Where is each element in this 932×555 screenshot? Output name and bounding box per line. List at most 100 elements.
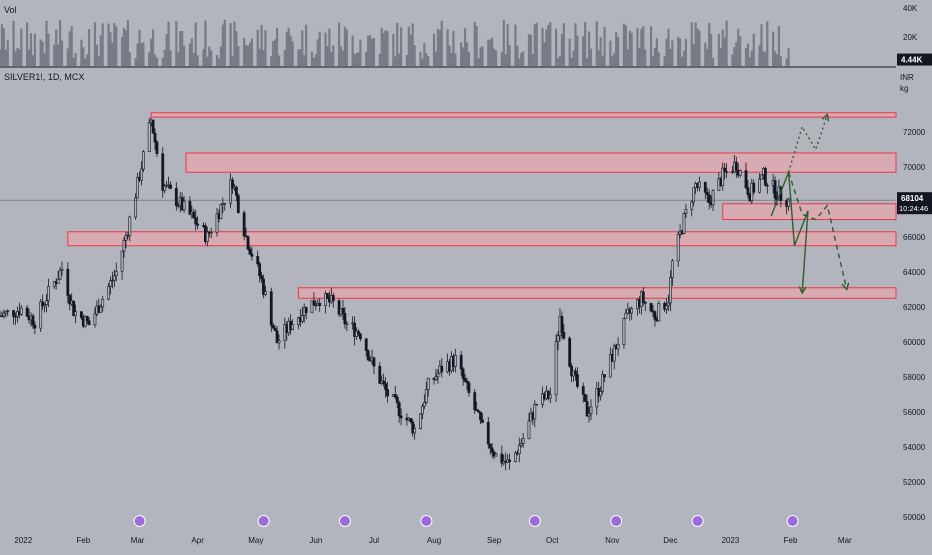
y-tick-label: 56000 (903, 408, 926, 417)
candle-body (711, 190, 715, 206)
volume-bar (155, 57, 159, 66)
x-tick-label: Dec (663, 536, 677, 545)
candle-body (692, 187, 696, 203)
zones[interactable] (67, 112, 897, 299)
vol-tick-label: 20K (903, 33, 918, 42)
candle-body (341, 308, 345, 314)
zone-70000[interactable] (185, 152, 897, 173)
volume-bar (440, 20, 443, 66)
projection-solid-1[interactable] (770, 171, 809, 294)
candle-body (275, 330, 279, 344)
projection-dotted-1[interactable] (787, 114, 829, 173)
candle-body (273, 328, 277, 332)
candle-body (353, 322, 356, 337)
volume-bar (460, 42, 463, 66)
candles (0, 117, 791, 471)
event-marker-icon[interactable] (133, 515, 146, 527)
candle-body (176, 205, 180, 207)
last-price-value: 68104 (901, 194, 924, 203)
volume-bar (316, 39, 319, 66)
volume-bar (477, 58, 480, 66)
volume-bar (370, 39, 374, 66)
volume-bar (766, 21, 769, 66)
volume-bar (748, 57, 751, 66)
volume-bar (260, 24, 263, 67)
x-tick-label: Mar (838, 536, 852, 545)
volume-bar (248, 42, 252, 66)
volume-bar (190, 38, 193, 66)
volume-bar (128, 52, 131, 66)
volume-bar (60, 40, 64, 66)
volume-bar (14, 51, 17, 66)
candle-body (554, 341, 558, 396)
volume-bar (543, 42, 546, 66)
volume-bar (694, 22, 697, 66)
event-marker-icon[interactable] (257, 515, 270, 527)
volume-bar (264, 30, 267, 67)
event-marker-icon[interactable] (691, 515, 704, 527)
volume-bar (206, 56, 209, 66)
zone-62900[interactable] (297, 287, 897, 299)
candle-body (459, 354, 463, 370)
y-tick-label: 62000 (903, 303, 926, 312)
volume-bar (570, 57, 573, 66)
x-tick-label: Nov (605, 536, 619, 545)
volume-bar (680, 56, 684, 66)
event-marker-icon[interactable] (528, 515, 541, 527)
candle-body (721, 167, 725, 186)
volume-bar (582, 35, 585, 66)
candle-body (682, 213, 686, 234)
candle-body (670, 260, 674, 278)
candle-body (300, 315, 304, 322)
volume-bar (0, 49, 2, 66)
volume-bar (560, 33, 564, 66)
candle-body (260, 275, 263, 280)
volume-bar (378, 53, 381, 66)
volume-bar (72, 57, 75, 66)
candle-body (291, 324, 294, 330)
volume-bar (4, 49, 7, 66)
volume-bar (235, 31, 238, 66)
event-marker-icon[interactable] (786, 515, 799, 527)
volume-bar (642, 26, 645, 66)
y-tick-label: 58000 (903, 373, 926, 382)
volume-bar (223, 19, 226, 66)
volume-bar (291, 41, 294, 66)
candle-body (318, 303, 322, 306)
zone-73000[interactable] (150, 112, 897, 118)
candle-body (153, 132, 157, 143)
volume-bar (514, 24, 517, 66)
candle-body (624, 312, 628, 319)
x-tick-label: Oct (546, 536, 559, 545)
candle-body (488, 443, 492, 449)
volume-bar (744, 47, 748, 66)
event-marker-icon[interactable] (610, 515, 623, 527)
volume-bar (465, 42, 469, 66)
y-tick-label: 52000 (903, 478, 926, 487)
candle-body (242, 212, 246, 237)
event-marker-icon[interactable] (338, 515, 351, 527)
y-tick-label: 60000 (903, 338, 926, 347)
currency-label: INR (900, 73, 914, 82)
candle-body (72, 300, 76, 317)
volume-bar (657, 52, 660, 66)
candle-body (312, 300, 316, 306)
volume-bar (777, 26, 781, 66)
symbol-label[interactable]: SILVER1!, 1D, MCX (4, 72, 84, 82)
volume-bar (120, 37, 124, 66)
event-marker-icon[interactable] (420, 515, 433, 527)
volume-bar (556, 58, 560, 66)
zone-67300[interactable] (722, 203, 897, 220)
candle-body (765, 184, 769, 187)
volume-bar (773, 51, 777, 66)
volume-bar (494, 50, 498, 66)
zone-66000[interactable] (67, 231, 897, 247)
candle-body (209, 232, 213, 234)
candle-body (703, 181, 707, 193)
candle-body (219, 204, 223, 219)
volume-bar (192, 53, 195, 66)
candle-body (231, 179, 234, 189)
volume-bar (547, 24, 550, 67)
